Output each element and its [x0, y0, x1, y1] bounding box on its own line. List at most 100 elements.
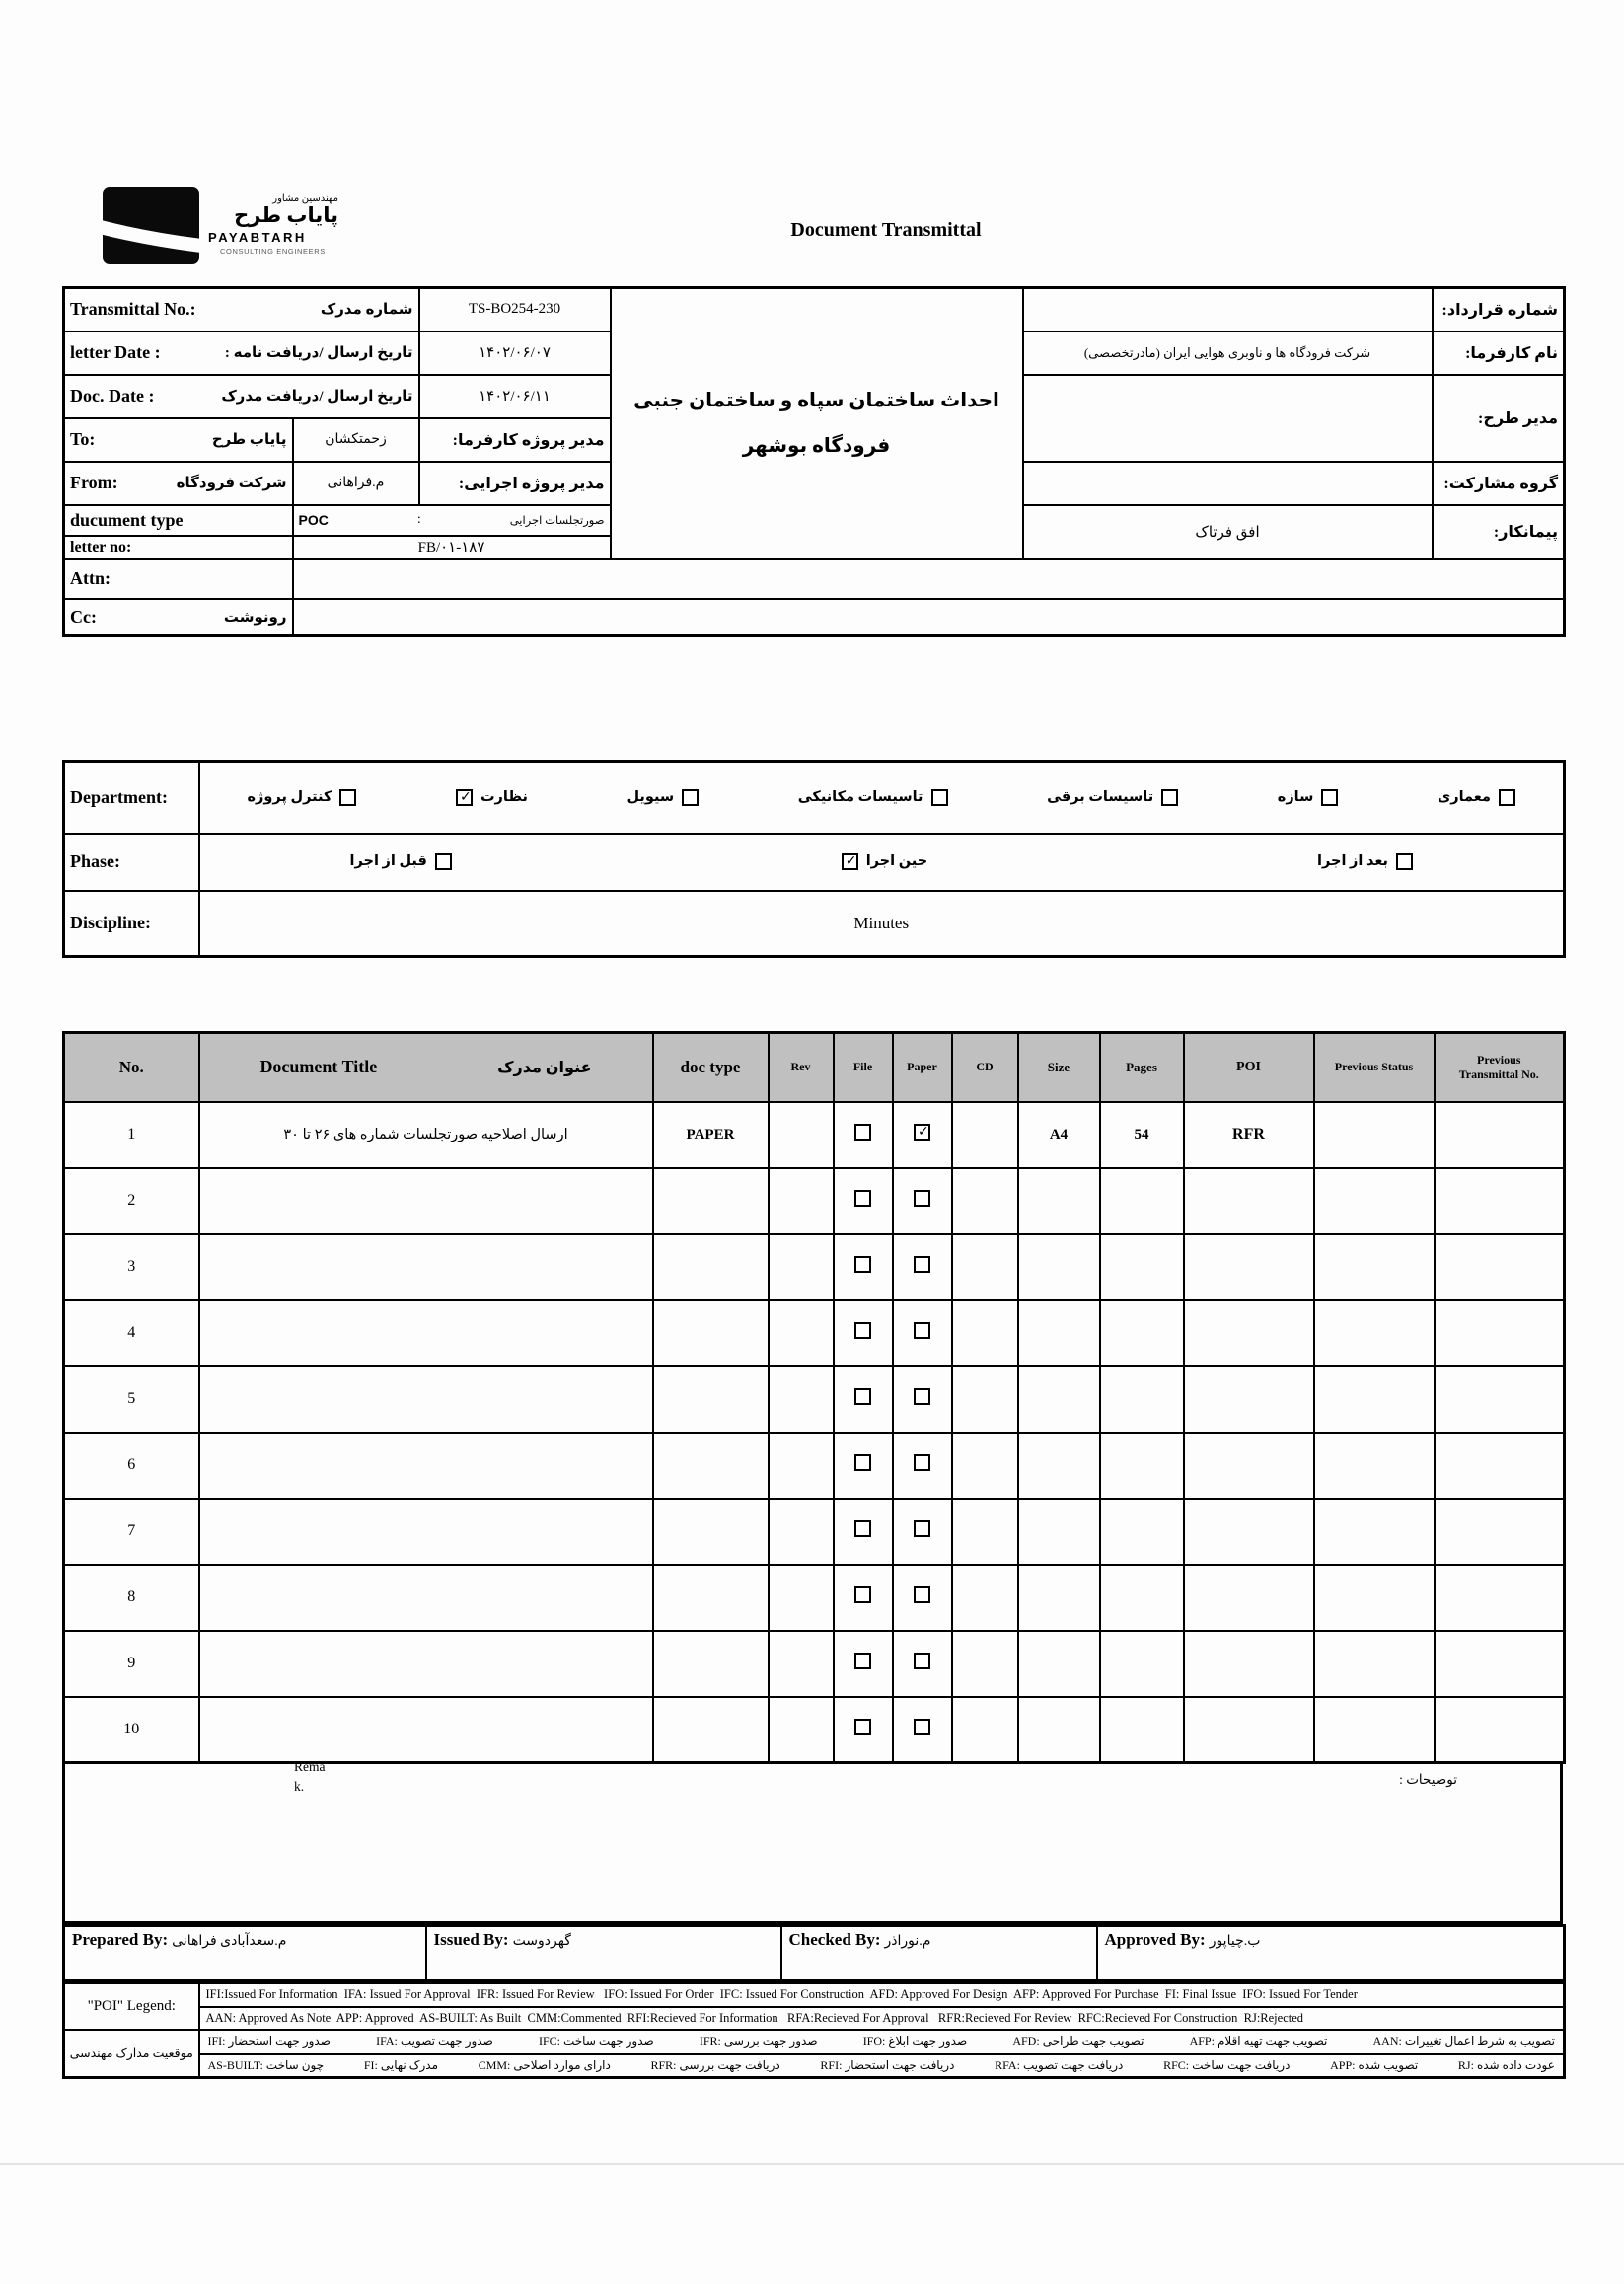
size-cell[interactable]	[1016, 1695, 1101, 1764]
pages-cell[interactable]	[1098, 1563, 1185, 1632]
size-cell[interactable]	[1016, 1166, 1101, 1235]
option-checkbox[interactable]	[1161, 788, 1179, 806]
size-cell[interactable]	[1016, 1563, 1101, 1632]
cd-cell[interactable]	[950, 1431, 1019, 1500]
poi-cell[interactable]	[1182, 1232, 1315, 1301]
paper-checkbox[interactable]	[914, 1718, 930, 1735]
poi-cell[interactable]	[1182, 1298, 1315, 1367]
paper-checkbox[interactable]	[914, 1322, 930, 1339]
cd-cell[interactable]	[950, 1629, 1019, 1698]
rev-cell[interactable]	[767, 1364, 835, 1434]
pages-cell[interactable]	[1098, 1232, 1185, 1301]
previous-transmittal-cell[interactable]	[1433, 1232, 1566, 1301]
remarks-box[interactable]: Rema k. توضیحات :	[62, 1762, 1563, 1924]
rev-cell[interactable]	[767, 1100, 835, 1169]
file-checkbox[interactable]	[854, 1454, 871, 1471]
paper-checkbox[interactable]	[914, 1454, 930, 1471]
document-title-cell[interactable]	[197, 1629, 654, 1698]
poi-cell[interactable]	[1182, 1364, 1315, 1434]
file-checkbox[interactable]	[854, 1388, 871, 1405]
option-checkbox[interactable]	[1321, 788, 1339, 806]
file-checkbox[interactable]	[854, 1124, 871, 1141]
previous-transmittal-cell[interactable]	[1433, 1364, 1566, 1434]
paper-checkbox[interactable]	[914, 1653, 930, 1669]
rev-cell[interactable]	[767, 1563, 835, 1632]
document-title-cell[interactable]	[197, 1298, 654, 1367]
pages-cell[interactable]	[1098, 1431, 1185, 1500]
doc-type-cell[interactable]	[651, 1364, 770, 1434]
previous-transmittal-cell[interactable]	[1433, 1166, 1566, 1235]
cd-cell[interactable]	[950, 1166, 1019, 1235]
size-cell[interactable]	[1016, 1298, 1101, 1367]
previous-status-cell[interactable]	[1312, 1364, 1436, 1434]
previous-status-cell[interactable]	[1312, 1563, 1436, 1632]
previous-transmittal-cell[interactable]	[1433, 1298, 1566, 1367]
size-cell[interactable]	[1016, 1497, 1101, 1566]
previous-status-cell[interactable]	[1312, 1166, 1436, 1235]
cc-value[interactable]	[291, 597, 1566, 637]
file-checkbox[interactable]	[854, 1718, 871, 1735]
cd-cell[interactable]	[950, 1298, 1019, 1367]
rev-cell[interactable]	[767, 1232, 835, 1301]
doc-type-cell[interactable]	[651, 1563, 770, 1632]
previous-status-cell[interactable]	[1312, 1695, 1436, 1764]
pages-cell[interactable]	[1098, 1497, 1185, 1566]
cd-cell[interactable]	[950, 1497, 1019, 1566]
cd-cell[interactable]	[950, 1100, 1019, 1169]
document-title-cell[interactable]	[197, 1232, 654, 1301]
document-title-cell[interactable]	[197, 1364, 654, 1434]
pages-cell[interactable]: 54	[1098, 1100, 1185, 1169]
pages-cell[interactable]	[1098, 1695, 1185, 1764]
previous-status-cell[interactable]	[1312, 1431, 1436, 1500]
paper-checkbox[interactable]	[914, 1520, 930, 1537]
pages-cell[interactable]	[1098, 1298, 1185, 1367]
file-checkbox[interactable]	[854, 1586, 871, 1603]
document-title-cell[interactable]	[197, 1563, 654, 1632]
doc-type-cell[interactable]	[651, 1497, 770, 1566]
option-checkbox[interactable]	[434, 853, 452, 870]
paper-checkbox[interactable]	[914, 1388, 930, 1405]
document-title-cell[interactable]	[197, 1497, 654, 1566]
document-title-cell[interactable]	[197, 1166, 654, 1235]
doc-type-cell[interactable]	[651, 1166, 770, 1235]
doc-type-cell[interactable]	[651, 1629, 770, 1698]
design-manager-value[interactable]	[1021, 373, 1434, 463]
poi-cell[interactable]	[1182, 1166, 1315, 1235]
attn-value[interactable]	[291, 557, 1566, 600]
previous-transmittal-cell[interactable]	[1433, 1100, 1566, 1169]
previous-status-cell[interactable]	[1312, 1232, 1436, 1301]
previous-transmittal-cell[interactable]	[1433, 1497, 1566, 1566]
size-cell[interactable]	[1016, 1431, 1101, 1500]
poi-cell[interactable]	[1182, 1563, 1315, 1632]
poi-cell[interactable]: RFR	[1182, 1100, 1315, 1169]
previous-transmittal-cell[interactable]	[1433, 1629, 1566, 1698]
previous-transmittal-cell[interactable]	[1433, 1431, 1566, 1500]
previous-status-cell[interactable]	[1312, 1497, 1436, 1566]
jv-group-value[interactable]	[1021, 460, 1434, 506]
option-checkbox[interactable]	[455, 788, 473, 806]
rev-cell[interactable]	[767, 1629, 835, 1698]
doc-type-cell[interactable]: PAPER	[651, 1100, 770, 1169]
option-checkbox[interactable]	[841, 853, 858, 870]
previous-status-cell[interactable]	[1312, 1629, 1436, 1698]
poi-cell[interactable]	[1182, 1497, 1315, 1566]
size-cell[interactable]: A4	[1016, 1100, 1101, 1169]
doc-type-cell[interactable]	[651, 1695, 770, 1764]
doc-type-cell[interactable]	[651, 1431, 770, 1500]
cd-cell[interactable]	[950, 1232, 1019, 1301]
poi-cell[interactable]	[1182, 1629, 1315, 1698]
doc-type-cell[interactable]	[651, 1232, 770, 1301]
contract-no-value[interactable]	[1021, 286, 1434, 332]
cd-cell[interactable]	[950, 1364, 1019, 1434]
poi-cell[interactable]	[1182, 1695, 1315, 1764]
rev-cell[interactable]	[767, 1695, 835, 1764]
previous-transmittal-cell[interactable]	[1433, 1695, 1566, 1764]
file-checkbox[interactable]	[854, 1190, 871, 1207]
file-checkbox[interactable]	[854, 1256, 871, 1273]
rev-cell[interactable]	[767, 1497, 835, 1566]
document-title-cell[interactable]	[197, 1431, 654, 1500]
option-checkbox[interactable]	[1395, 853, 1413, 870]
option-checkbox[interactable]	[682, 788, 700, 806]
paper-checkbox[interactable]	[914, 1190, 930, 1207]
size-cell[interactable]	[1016, 1629, 1101, 1698]
